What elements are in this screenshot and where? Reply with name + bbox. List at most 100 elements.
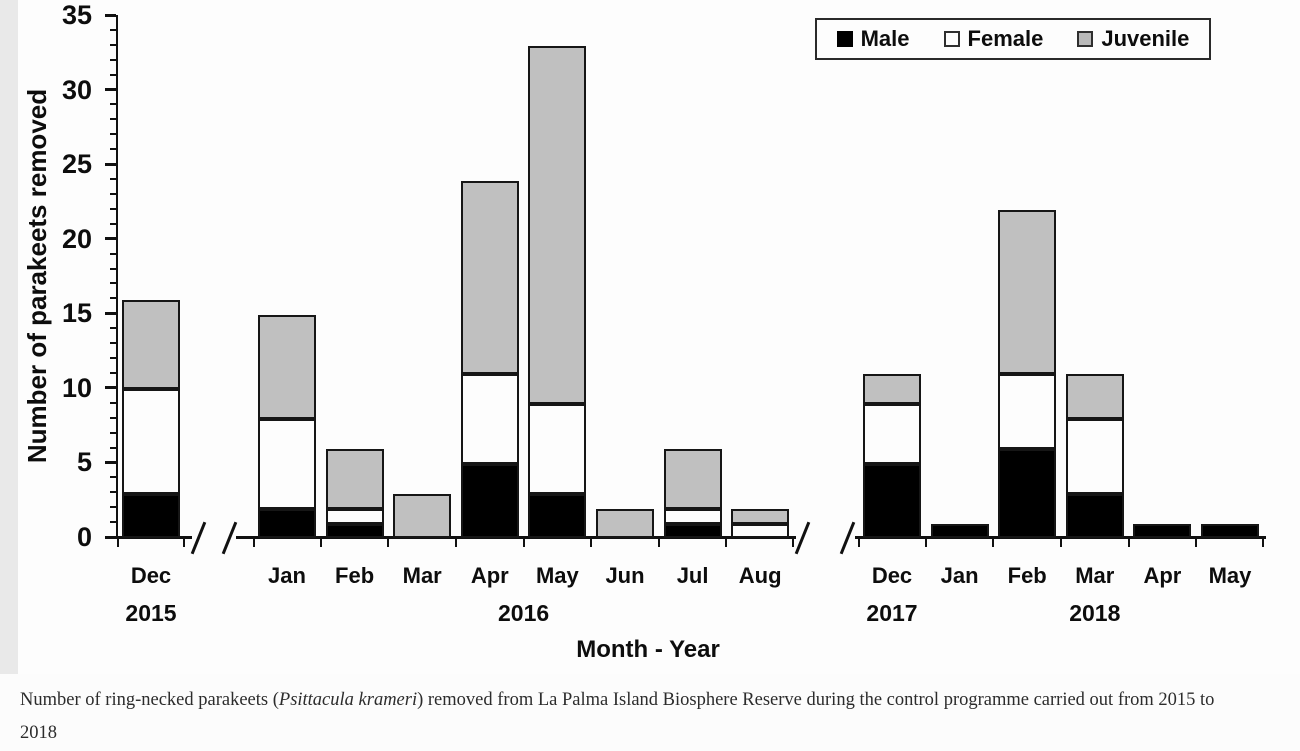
bar-female-dec-2017	[863, 404, 921, 464]
y-minor-tick	[109, 327, 116, 330]
y-tick-label: 5	[76, 447, 92, 478]
axis-break-mark	[190, 521, 206, 555]
x-tick	[319, 538, 322, 547]
bar-male-may-2016	[528, 493, 587, 539]
y-minor-tick	[109, 192, 116, 195]
bar-juvenile-jun-2016	[596, 508, 654, 539]
y-minor-tick	[109, 222, 116, 225]
legend-label-juvenile: Juvenile	[1101, 26, 1190, 51]
y-tick-label: 0	[76, 522, 92, 552]
y-tick-label: 10	[61, 372, 92, 403]
legend-item-juvenile: Juvenile	[1077, 28, 1189, 50]
y-minor-tick	[109, 267, 116, 270]
y-minor-tick	[109, 28, 116, 31]
y-minor-tick	[109, 103, 116, 106]
bar-juvenile-dec-2017	[863, 374, 921, 405]
x-tick	[657, 538, 660, 547]
y-tick-label: 20	[61, 223, 92, 254]
bar-male-jan-2016	[258, 508, 316, 539]
y-minor-tick	[109, 58, 116, 61]
bar-juvenile-aug-2016	[731, 508, 790, 524]
y-major-tick	[104, 162, 116, 166]
figure-background	[18, 0, 1300, 674]
y-major-tick	[104, 88, 116, 92]
bar-female-apr-2016	[460, 374, 519, 464]
caption-band	[0, 674, 1300, 751]
bar-female-feb-2016	[325, 508, 384, 524]
bar-male-feb-2018	[998, 449, 1057, 539]
bar-juvenile-feb-2016	[325, 449, 384, 509]
legend-label-female: Female	[967, 26, 1044, 51]
x-month-label-jan-2018: Jan	[940, 563, 979, 588]
x-month-label-jan-2016: Jan	[268, 563, 306, 588]
x-month-label-may-2016: May	[535, 563, 579, 588]
y-minor-tick	[109, 371, 116, 374]
x-axis-title: Month - Year	[576, 636, 720, 663]
legend-item-female: Female	[943, 26, 1044, 51]
legend-swatch-male	[836, 31, 853, 47]
y-minor-tick	[109, 446, 116, 449]
axis-break-mark	[221, 521, 237, 555]
bar-juvenile-may-2016	[528, 46, 587, 405]
legend-item-male: Male	[836, 26, 910, 51]
y-minor-tick	[109, 252, 116, 255]
x-month-label-feb-2018: Feb	[1007, 563, 1047, 588]
bar-female-mar-2018	[1065, 419, 1124, 494]
bar-female-jul-2016	[663, 508, 722, 524]
x-year-label-2018: 2018	[1069, 600, 1121, 626]
y-minor-tick	[109, 431, 116, 434]
x-month-label-apr-2018: Apr	[1143, 563, 1182, 588]
x-tick	[1127, 538, 1130, 547]
bar-juvenile-feb-2018	[998, 210, 1057, 375]
x-month-label-may-2018: May	[1208, 563, 1252, 588]
x-month-label-mar-2018: Mar	[1075, 563, 1115, 588]
y-minor-tick	[109, 133, 116, 136]
y-minor-tick	[109, 118, 116, 121]
x-month-label-feb-2016: Feb	[335, 563, 375, 588]
x-tick	[1060, 538, 1062, 547]
y-axis-line	[115, 15, 118, 539]
bar-female-dec-2015	[122, 389, 180, 494]
y-minor-tick	[109, 178, 116, 181]
legend-label-male: Male	[860, 26, 910, 51]
bar-male-dec-2015	[122, 493, 180, 539]
bar-juvenile-jan-2016	[258, 314, 316, 420]
bar-juvenile-dec-2015	[122, 299, 180, 390]
x-month-label-aug-2016: Aug	[738, 563, 782, 588]
y-major-tick	[104, 386, 116, 390]
bar-juvenile-mar-2016	[393, 493, 452, 539]
x-tick	[725, 538, 728, 547]
y-minor-tick	[109, 401, 116, 404]
y-minor-tick	[109, 476, 116, 479]
x-month-label-apr-2016: Apr	[470, 563, 509, 588]
y-major-tick	[104, 535, 116, 539]
x-month-label-jun-2016: Jun	[605, 563, 645, 588]
caption-species-name: Psittacula krameri	[278, 690, 418, 710]
x-tick	[117, 538, 119, 547]
x-year-label-2015: 2015	[125, 600, 177, 626]
x-year-label-2016: 2016	[498, 600, 550, 626]
caption-text-prefix: Number of ring-necked parakeets (	[20, 690, 279, 710]
bar-juvenile-apr-2016	[460, 180, 519, 375]
bar-male-jan-2018	[930, 523, 989, 539]
y-minor-tick	[109, 357, 116, 360]
y-minor-tick	[109, 148, 116, 151]
bar-female-feb-2018	[998, 374, 1057, 449]
x-tick	[253, 538, 255, 547]
chart-plot: Number of parakeets removed Month - Year…	[22, 0, 1266, 663]
bar-male-apr-2016	[460, 463, 519, 539]
axis-break-mark	[839, 521, 855, 555]
caption-text-suffix: ) removed from La Palma Island Biosphere…	[20, 690, 1215, 743]
bar-male-feb-2016	[325, 523, 384, 539]
x-month-label-dec-2017: Dec	[871, 563, 913, 588]
y-major-tick	[104, 237, 116, 241]
y-minor-tick	[109, 506, 116, 509]
x-axis-line	[855, 536, 1266, 539]
bar-female-may-2016	[528, 404, 587, 494]
bar-male-may-2018	[1201, 523, 1259, 539]
y-minor-tick	[109, 73, 116, 76]
x-tick	[1262, 538, 1264, 547]
x-month-label-dec-2015: Dec	[130, 563, 172, 588]
y-minor-tick	[109, 416, 116, 419]
